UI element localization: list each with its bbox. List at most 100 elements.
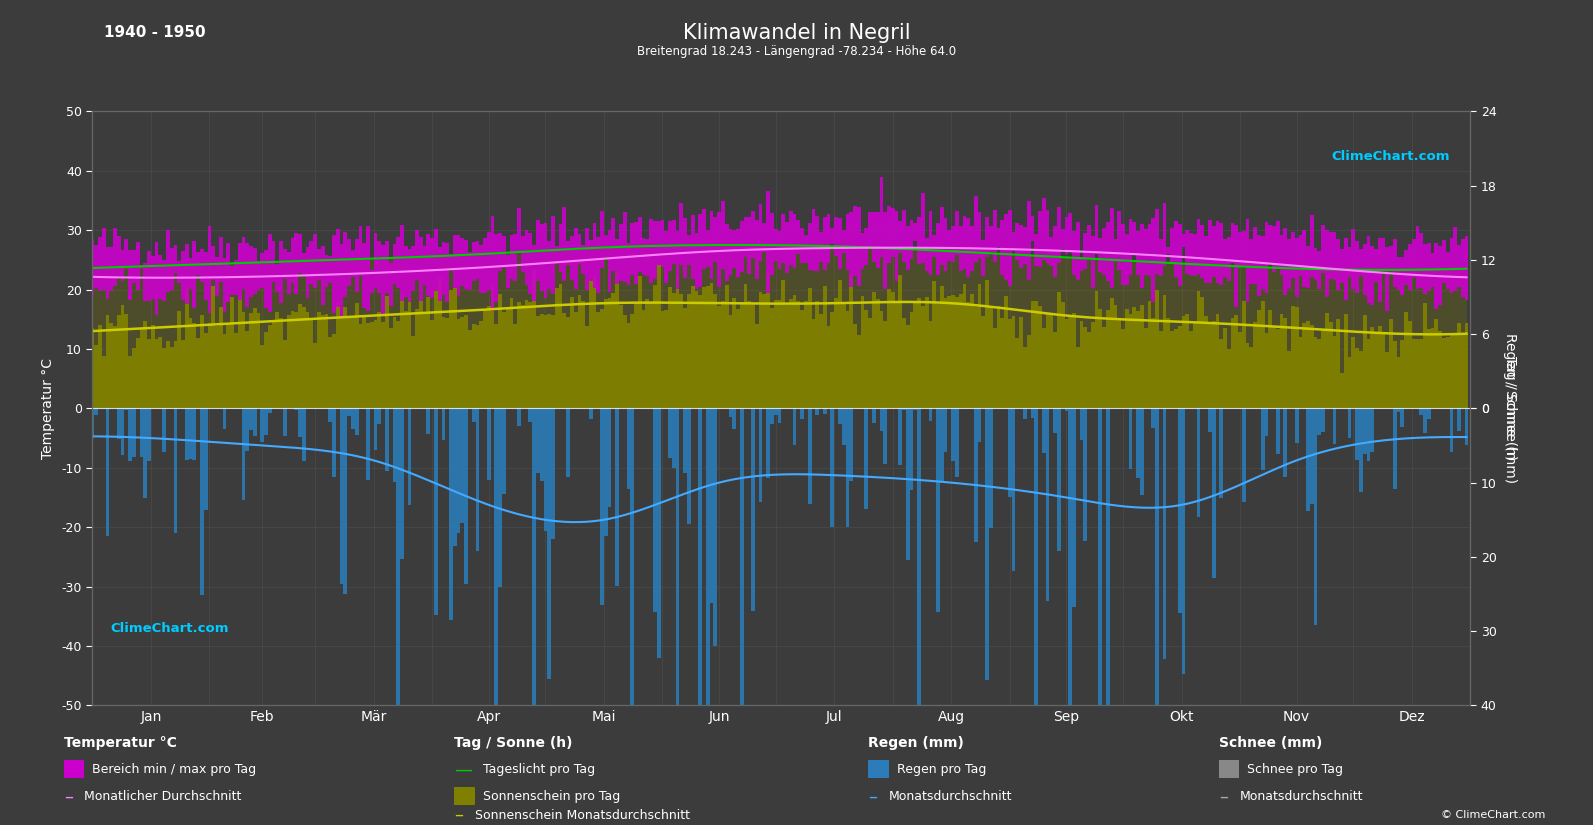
Bar <box>1442 338 1446 408</box>
Bar <box>1023 408 1027 419</box>
Bar <box>201 248 204 282</box>
Bar <box>1141 304 1144 408</box>
Bar <box>695 233 698 290</box>
Bar <box>824 285 827 408</box>
Bar <box>978 408 981 442</box>
Bar <box>593 277 596 408</box>
Bar <box>816 301 819 408</box>
Bar <box>695 290 698 408</box>
Bar <box>929 321 932 408</box>
Bar <box>672 408 675 469</box>
Bar <box>898 408 902 465</box>
Bar <box>970 295 973 408</box>
Bar <box>99 324 102 408</box>
Bar <box>824 408 827 414</box>
Bar <box>400 408 405 559</box>
Bar <box>736 309 739 408</box>
Bar <box>782 214 785 262</box>
Bar <box>849 408 854 480</box>
Bar <box>793 408 796 446</box>
Bar <box>645 299 650 408</box>
Y-axis label: Tag / Sonne (h): Tag / Sonne (h) <box>1504 356 1518 460</box>
Bar <box>744 217 747 257</box>
Text: –: – <box>1219 788 1228 806</box>
Bar <box>573 229 578 290</box>
Bar <box>1284 318 1287 408</box>
Bar <box>1144 328 1147 408</box>
Bar <box>457 408 460 533</box>
Bar <box>543 315 548 408</box>
Bar <box>978 212 981 258</box>
Bar <box>1461 239 1464 297</box>
Bar <box>883 321 887 408</box>
Bar <box>548 314 551 408</box>
Bar <box>91 408 94 438</box>
Bar <box>129 408 132 461</box>
Bar <box>400 225 405 301</box>
Bar <box>910 312 913 408</box>
Bar <box>1080 257 1083 271</box>
Bar <box>1351 337 1356 408</box>
Bar <box>1298 235 1303 276</box>
Bar <box>1171 229 1174 262</box>
Bar <box>416 309 419 408</box>
Bar <box>378 408 381 424</box>
Bar <box>1064 318 1069 408</box>
Bar <box>984 217 989 257</box>
Bar <box>306 248 309 298</box>
Bar <box>1423 304 1427 408</box>
Bar <box>317 312 320 408</box>
Bar <box>1235 314 1238 408</box>
Bar <box>566 241 570 265</box>
Bar <box>320 315 325 408</box>
Bar <box>769 309 774 408</box>
Bar <box>589 280 593 408</box>
Bar <box>204 333 207 408</box>
Bar <box>1166 248 1171 254</box>
Bar <box>1298 337 1303 408</box>
Bar <box>714 217 717 262</box>
Bar <box>1008 210 1012 286</box>
Bar <box>1329 322 1333 408</box>
Bar <box>1133 222 1136 254</box>
Bar <box>116 408 121 439</box>
Bar <box>298 304 303 408</box>
Bar <box>1182 315 1185 408</box>
Bar <box>166 341 170 408</box>
Bar <box>766 191 769 294</box>
Bar <box>529 233 532 294</box>
Bar <box>604 235 607 257</box>
Bar <box>913 408 918 410</box>
Bar <box>491 215 494 311</box>
Bar <box>1204 237 1207 283</box>
Bar <box>819 314 824 408</box>
Bar <box>513 324 518 408</box>
Bar <box>416 230 419 280</box>
Bar <box>777 408 782 422</box>
Bar <box>374 233 378 289</box>
Bar <box>857 335 860 408</box>
Bar <box>589 239 593 280</box>
Bar <box>105 408 110 536</box>
Bar <box>739 303 744 408</box>
Bar <box>1411 339 1416 408</box>
Bar <box>956 297 959 408</box>
Bar <box>91 238 94 295</box>
Bar <box>1042 198 1045 260</box>
Bar <box>793 295 796 408</box>
Bar <box>758 408 763 502</box>
Bar <box>1411 238 1416 278</box>
Bar <box>664 231 667 283</box>
Bar <box>1058 207 1061 263</box>
Bar <box>499 408 502 587</box>
Bar <box>276 264 279 292</box>
Bar <box>733 408 736 429</box>
Bar <box>1099 309 1102 408</box>
Bar <box>121 304 124 408</box>
Bar <box>1083 233 1086 269</box>
Bar <box>1031 408 1034 417</box>
Bar <box>1309 408 1314 504</box>
Bar <box>607 408 612 507</box>
Bar <box>1333 232 1337 280</box>
Bar <box>1389 247 1392 271</box>
